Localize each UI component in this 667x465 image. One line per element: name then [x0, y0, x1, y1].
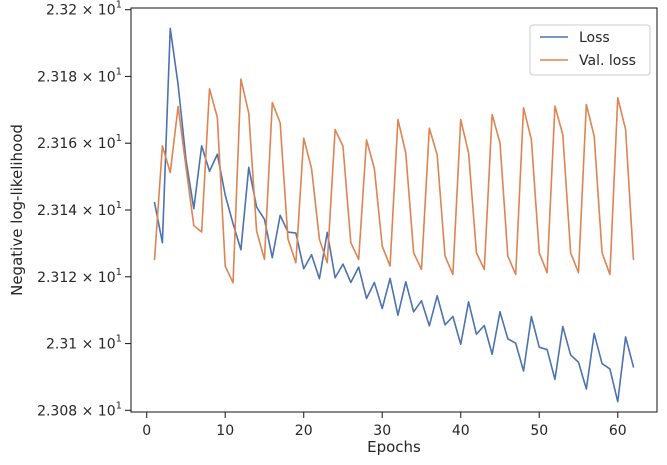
y-tick-exponent: 1	[116, 66, 122, 77]
y-tick-exponent: 1	[116, 267, 122, 278]
y-tick-base: 10	[98, 136, 116, 152]
y-tick-base: 10	[98, 403, 116, 419]
x-tick-label: 10	[216, 423, 234, 439]
y-tick-label: 2.308 × 101	[37, 400, 122, 419]
y-tick-mantissa: 2.312	[37, 270, 77, 286]
y-tick-mantissa: 2.32	[46, 3, 77, 19]
y-tick-mantissa: 2.318	[37, 69, 77, 85]
y-tick-label: 2.31 × 101	[46, 334, 122, 353]
y-tick-base: 10	[98, 3, 116, 19]
legend: Loss Val. loss	[529, 24, 651, 76]
series-line-val-loss	[153, 78, 635, 284]
y-tick-exponent: 1	[116, 334, 122, 345]
y-tick-label: 2.316 × 101	[37, 133, 122, 152]
legend-label-loss: Loss	[579, 30, 610, 46]
y-tick-label: 2.32 × 101	[46, 0, 122, 19]
y-tick-label: 2.318 × 101	[37, 66, 122, 85]
x-tick-label: 0	[142, 423, 151, 439]
y-tick-times: ×	[77, 337, 98, 353]
series-line-loss	[153, 27, 635, 403]
y-tick-exponent: 1	[116, 0, 122, 11]
y-tick-mantissa: 2.316	[37, 136, 77, 152]
y-tick-base: 10	[98, 203, 116, 219]
legend-label-val-loss: Val. loss	[579, 53, 636, 69]
y-tick-times: ×	[77, 403, 98, 419]
y-tick-times: ×	[77, 203, 98, 219]
y-tick-times: ×	[77, 270, 98, 286]
y-tick-times: ×	[77, 69, 98, 85]
y-tick-label: 2.314 × 101	[37, 200, 122, 219]
x-tick-label: 60	[609, 423, 627, 439]
y-tick-exponent: 1	[116, 400, 122, 411]
x-axis-title: Epochs	[367, 438, 421, 456]
x-tick-label: 30	[373, 423, 391, 439]
y-tick-mantissa: 2.314	[37, 203, 77, 219]
y-tick-exponent: 1	[116, 133, 122, 144]
y-tick-label: 2.312 × 101	[37, 267, 122, 286]
y-tick-times: ×	[77, 3, 98, 19]
x-tick-label: 20	[295, 423, 313, 439]
y-tick-base: 10	[98, 337, 116, 353]
y-tick-exponent: 1	[116, 200, 122, 211]
x-tick-label: 40	[452, 423, 470, 439]
y-tick-times: ×	[77, 136, 98, 152]
x-axis-ticks: 0 10 20 30 40 50 60	[142, 412, 627, 439]
y-tick-mantissa: 2.308	[37, 403, 77, 419]
series-layer	[153, 27, 635, 403]
y-tick-base: 10	[98, 270, 116, 286]
y-tick-mantissa: 2.31	[46, 337, 77, 353]
y-tick-base: 10	[98, 69, 116, 85]
x-tick-label: 50	[530, 423, 548, 439]
y-axis-title: Negative log-likelihood	[8, 124, 26, 296]
